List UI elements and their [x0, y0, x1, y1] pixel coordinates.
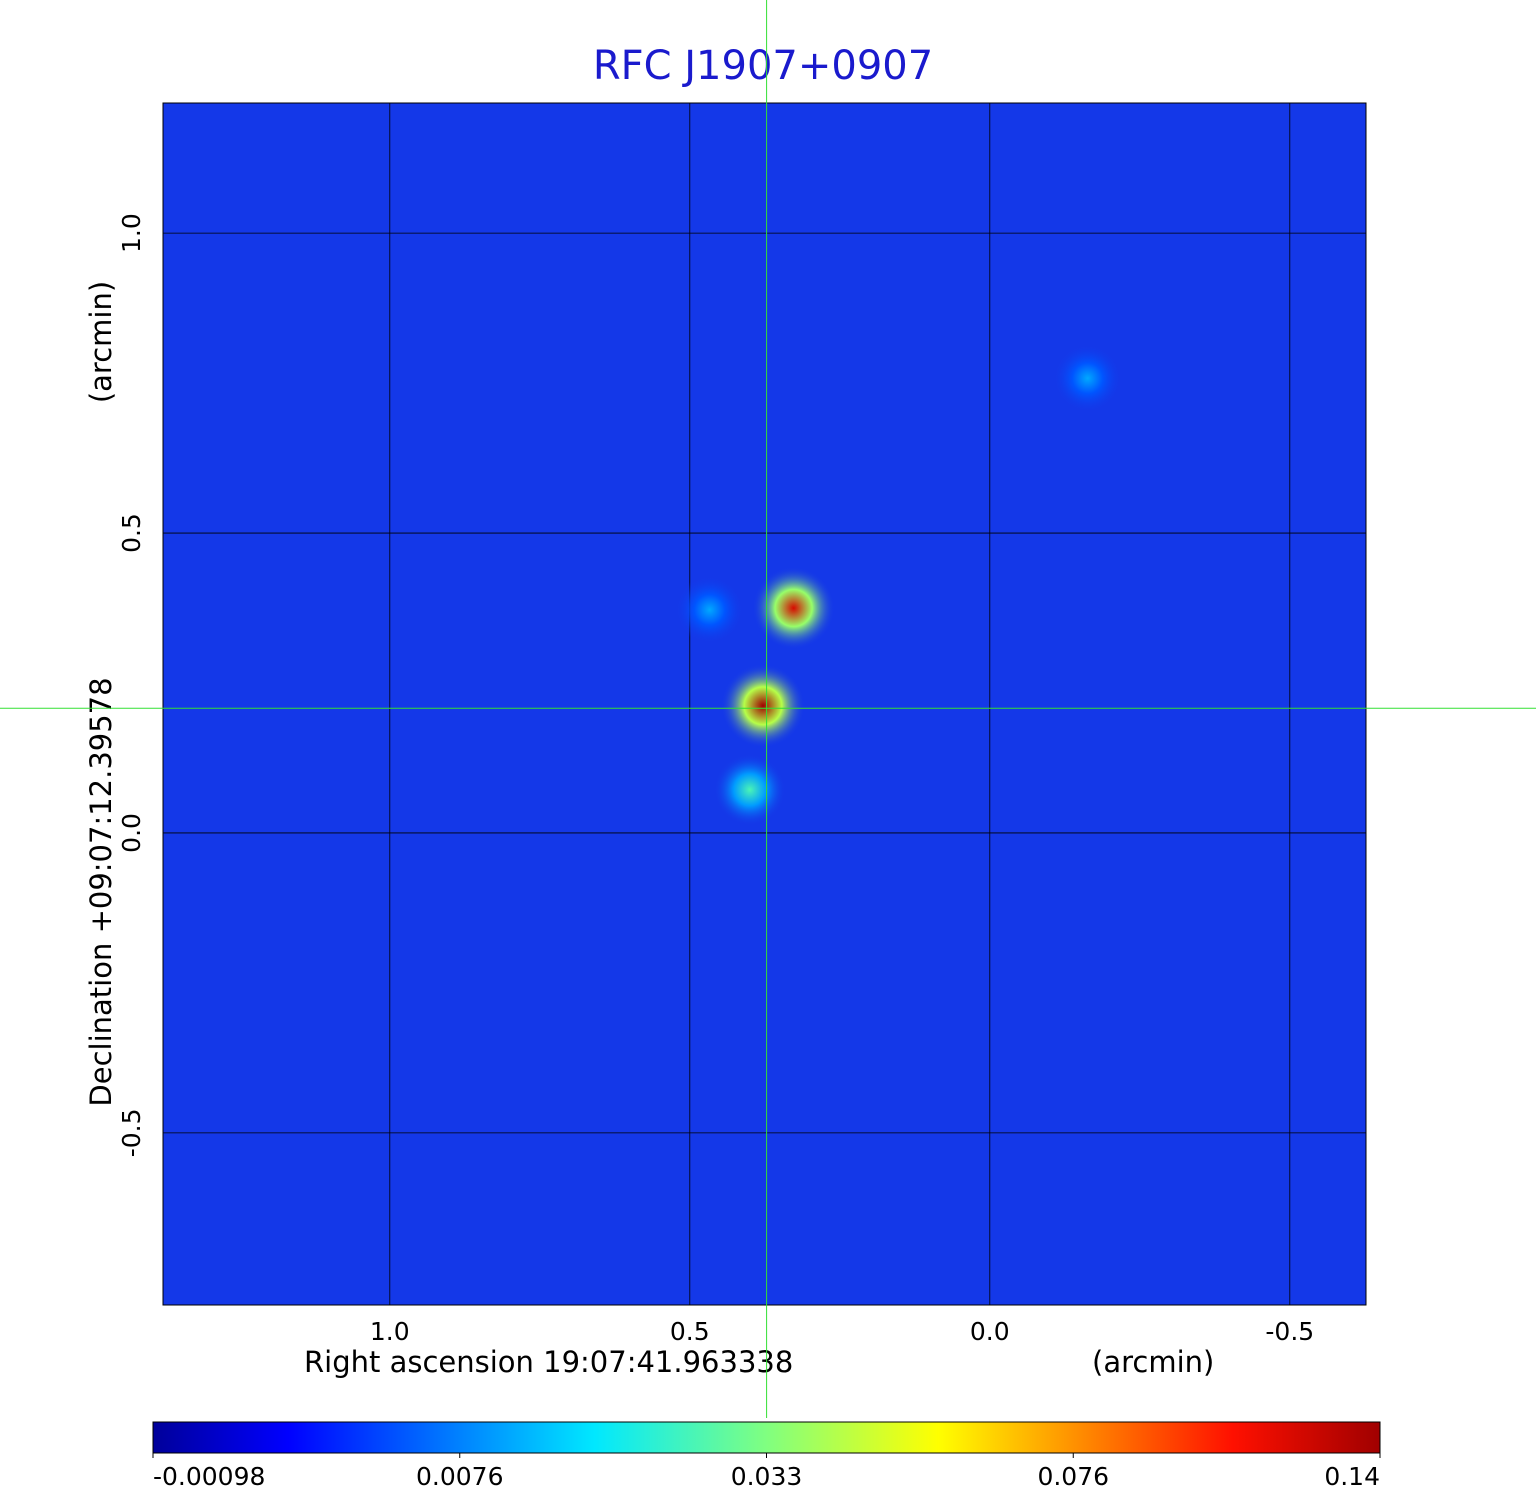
colorbar-tick-label: 0.033: [731, 1462, 803, 1491]
source: [714, 754, 786, 826]
colorbar-tick-label: -0.00098: [153, 1462, 265, 1491]
colorbar-tick-label: 0.0076: [416, 1462, 503, 1491]
source: [721, 663, 805, 748]
y-tick-label: -0.5: [117, 1108, 146, 1157]
x-tick-label: -0.5: [1265, 1317, 1314, 1346]
source: [1053, 344, 1122, 413]
y-tick-label: 1.0: [117, 213, 146, 253]
plot-area: [163, 103, 1366, 1305]
source: [675, 575, 744, 644]
x-tick-label: 1.0: [370, 1317, 410, 1346]
y-tick-label: 0.0: [117, 813, 146, 853]
x-tick-label: 0.5: [670, 1317, 710, 1346]
x-axis-label: Right ascension 19:07:41.963338: [304, 1345, 793, 1379]
colorbar-tick-label: 0.14: [1324, 1462, 1380, 1491]
x-axis-unit: (arcmin): [1092, 1345, 1214, 1379]
y-axis-label: Declination +09:07:12.39578: [84, 677, 118, 1106]
y-axis-unit: (arcmin): [84, 281, 118, 403]
y-tick-label: 0.5: [117, 513, 146, 553]
source: [752, 566, 835, 650]
colorbar-tick-label: 0.076: [1037, 1462, 1109, 1491]
chart-title: RFC J1907+0907: [593, 43, 933, 89]
colorbar: [152, 1421, 1381, 1454]
plot-frame: [162, 102, 1367, 1306]
x-tick-label: 0.0: [970, 1317, 1010, 1346]
